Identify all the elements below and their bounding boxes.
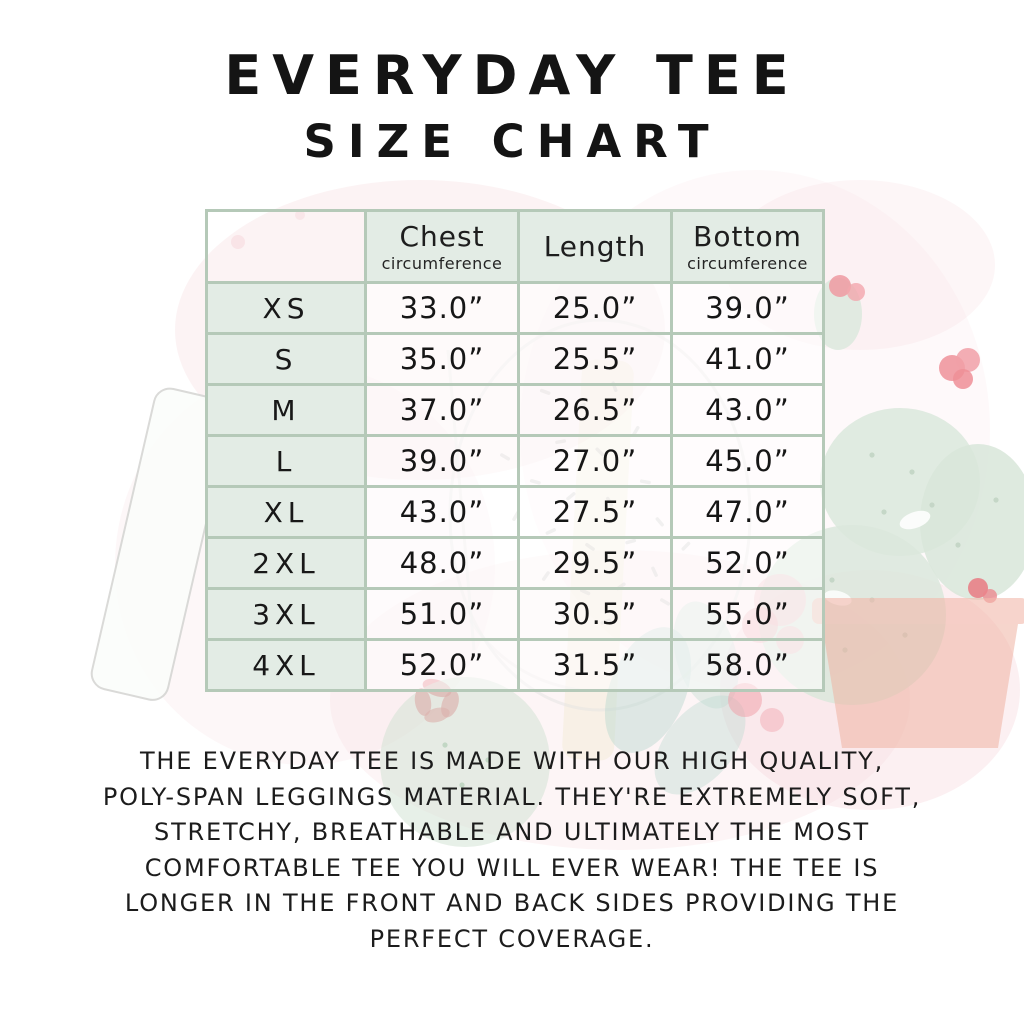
pot-icon [812,598,1024,748]
length-value: 29.5” [517,536,673,590]
page-subtitle: SIZE CHART [303,115,721,169]
table-row: L 39.0” 27.0” 45.0” [205,434,825,488]
length-value: 30.5” [517,587,673,641]
chest-value: 33.0” [364,281,520,335]
bottom-value: 52.0” [670,536,825,590]
chest-value: 52.0” [364,638,520,692]
chest-value: 43.0” [364,485,520,539]
bottom-value: 43.0” [670,383,825,437]
corner-spacer [205,209,367,284]
description-line: STRETCHY, BREATHABLE AND ULTIMATELY THE … [154,818,870,846]
description-line: COMFORTABLE TEE YOU WILL EVER WEAR! THE … [144,853,880,882]
length-value: 27.5” [517,485,673,539]
length-value: 31.5” [517,638,673,692]
column-sublabel: circumference [381,254,503,273]
header-row: Chest circumference Length Bottom circum… [205,209,825,284]
size-label: L [205,434,367,488]
bottom-value: 41.0” [670,332,825,386]
size-label: XS [205,281,367,335]
chest-value: 39.0” [364,434,520,488]
size-label: M [205,383,367,437]
bottom-value: 39.0” [670,281,825,335]
size-chart-table: Chest circumference Length Bottom circum… [205,209,825,692]
header-cell-bottom: Bottom circumference [670,209,825,284]
description-line: THE EVERYDAY TEE IS MADE WITH OUR HIGH Q… [139,747,885,775]
chest-value: 51.0” [364,587,520,641]
description-line: POLY-SPAN LEGGINGS MATERIAL. THEY'RE EXT… [102,782,922,811]
table-row: XS 33.0” 25.0” 39.0” [205,281,825,335]
size-label: S [205,332,367,386]
column-label: Length [543,229,647,263]
chest-value: 37.0” [364,383,520,437]
column-label: Bottom [693,220,802,253]
column-label: Chest [399,220,485,253]
description-line: LONGER IN THE FRONT AND BACK SIDES PROVI… [124,889,900,917]
header-cell-length: Length [517,209,673,284]
table-row: M 37.0” 26.5” 43.0” [205,383,825,437]
length-value: 25.0” [517,281,673,335]
table-row: S 35.0” 25.5” 41.0” [205,332,825,386]
chest-value: 48.0” [364,536,520,590]
bottom-value: 55.0” [670,587,825,641]
length-value: 27.0” [517,434,673,488]
header-cell-chest: Chest circumference [364,209,520,284]
description-line: PERFECT COVERAGE. [369,924,655,953]
table-row: XL 43.0” 27.5” 47.0” [205,485,825,539]
bottom-value: 58.0” [670,638,825,692]
column-sublabel: circumference [687,254,808,273]
length-value: 25.5” [517,332,673,386]
table-row: 2XL 48.0” 29.5” 52.0” [205,536,825,590]
size-label: 2XL [205,536,367,590]
bottom-value: 47.0” [670,485,825,539]
size-label: XL [205,485,367,539]
chest-value: 35.0” [364,332,520,386]
size-label: 3XL [205,587,367,641]
size-label: 4XL [205,638,367,692]
page-title: EVERYDAY TEE [224,44,800,107]
title-block: EVERYDAY TEE SIZE CHART [0,44,1024,169]
table-row: 3XL 51.0” 30.5” 55.0” [205,587,825,641]
length-value: 26.5” [517,383,673,437]
bottom-value: 45.0” [670,434,825,488]
product-description: THE EVERYDAY TEE IS MADE WITH OUR HIGH Q… [32,744,992,957]
table-row: 4XL 52.0” 31.5” 58.0” [205,638,825,692]
